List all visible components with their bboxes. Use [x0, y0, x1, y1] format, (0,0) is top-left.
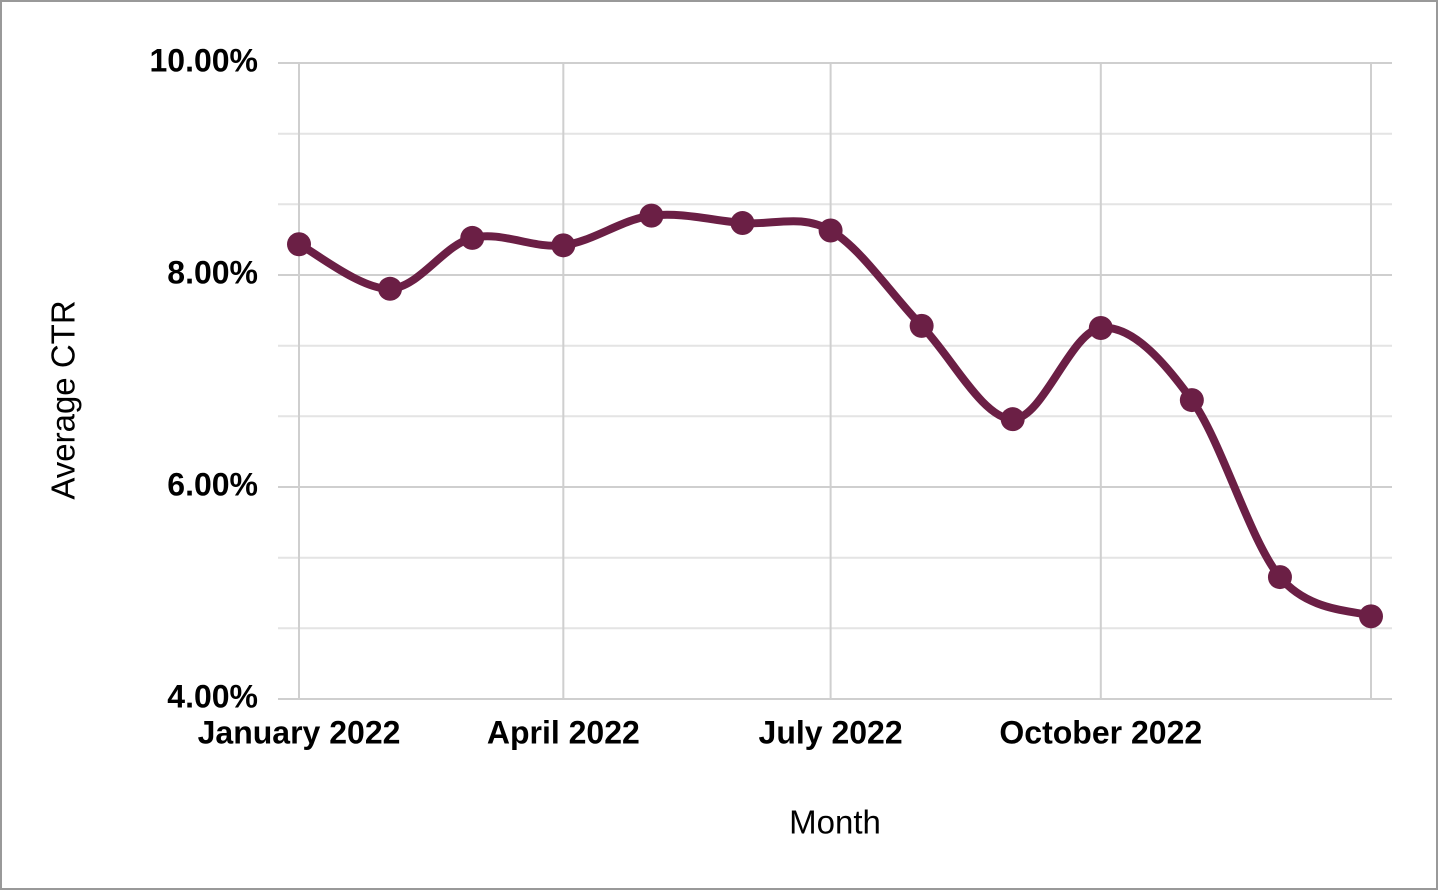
point — [551, 233, 576, 258]
x-tick-label: July 2022 — [759, 714, 903, 750]
x-tick-label: January 2022 — [198, 714, 401, 750]
point — [730, 211, 755, 236]
y-tick-label: 6.00% — [167, 466, 258, 502]
x-tick-label: April 2022 — [487, 714, 640, 750]
y-tick-label: 8.00% — [167, 254, 258, 290]
y-axis-title: Average CTR — [45, 300, 82, 499]
point — [1359, 604, 1383, 629]
x-axis-title: Month — [789, 804, 881, 841]
x-tick-label: October 2022 — [999, 714, 1202, 750]
point — [287, 232, 311, 257]
point — [639, 203, 664, 228]
point — [378, 276, 403, 301]
point — [1267, 565, 1292, 590]
y-tick-label: 4.00% — [167, 678, 258, 714]
y-tick-label: 10.00% — [149, 42, 258, 78]
point — [909, 313, 934, 338]
point — [1088, 316, 1113, 340]
point — [1000, 407, 1025, 432]
point — [460, 225, 485, 250]
point — [1179, 388, 1204, 413]
point — [818, 218, 843, 243]
